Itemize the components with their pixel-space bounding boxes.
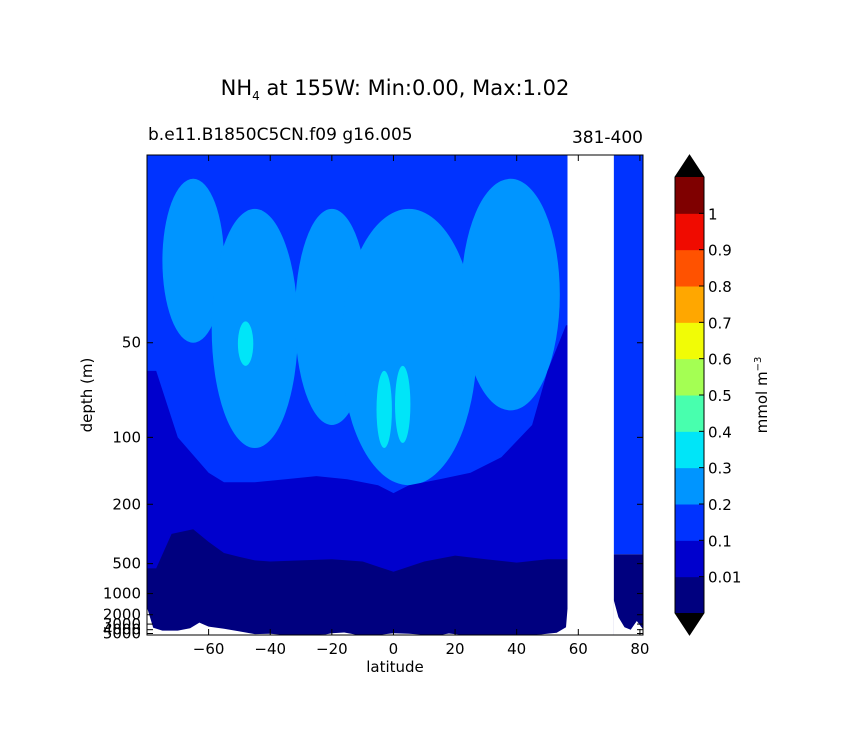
y-tick-label: 100	[112, 428, 141, 446]
y-tick-label: 500	[112, 555, 141, 573]
y-tick-label: 2000	[103, 606, 141, 624]
colorbar-tick-label: 0.3	[708, 460, 732, 478]
patch-0.3-5	[237, 321, 254, 366]
colorbar-segment	[675, 431, 704, 469]
patch-0.2-0	[162, 178, 225, 343]
subtitle-left: b.e11.B1850C5CN.f09 g16.005	[148, 125, 413, 145]
x-tick-label: 20	[446, 640, 465, 658]
subtitle-right: 381-400	[572, 128, 643, 148]
patch-0.2-1	[211, 208, 298, 448]
colorbar-segment	[675, 213, 704, 251]
x-axis: −60 −40 −20 0 20 40 60 80	[193, 155, 649, 658]
colorbar-segment	[675, 177, 704, 214]
colorbar-tick-label: 0.01	[708, 569, 741, 587]
colorbar-segment	[675, 286, 704, 323]
colorbar-extend-min	[675, 613, 704, 635]
colorbar-tick-label: 0.5	[708, 387, 732, 405]
colorbar-segment	[675, 467, 704, 505]
colorbar-tick-label: 1	[708, 205, 718, 223]
y-axis-label: depth (m)	[78, 358, 96, 433]
y-tick-label: 50	[122, 334, 141, 352]
colorbar-segment	[675, 358, 704, 396]
chart-title: NH4 at 155W: Min:0.00, Max:1.02	[220, 76, 570, 104]
colorbar-segment	[675, 576, 704, 614]
colorbar: 0.01 0.1 0.2 0.3 0.4 0.5 0.6 0.7 0.8 0.9 1	[674, 154, 741, 636]
colorbar-tick-label: 0.1	[708, 532, 732, 550]
x-tick-label: −40	[254, 640, 286, 658]
y-tick-label: 4000	[103, 621, 141, 639]
colorbar-segment	[675, 249, 704, 287]
x-tick-label: 0	[389, 640, 399, 658]
colorbar-tick-label: 0.2	[708, 496, 732, 514]
colorbar-label: mmol m−3	[753, 357, 771, 434]
colorbar-tick-label: 0.6	[708, 351, 732, 369]
patch-0.2-4	[461, 178, 560, 411]
east-seafloor-mask	[613, 599, 643, 635]
y-tick-label: 200	[112, 495, 141, 513]
x-tick-label: 80	[630, 640, 649, 658]
patch-0.3-7	[395, 365, 411, 443]
x-tick-label: −60	[193, 640, 225, 658]
colorbar-segment	[675, 540, 704, 578]
contour-plot	[147, 155, 643, 635]
colorbar-segment	[675, 395, 704, 432]
patch-0.3-6	[376, 370, 392, 448]
y-tick-label: 5000	[103, 624, 141, 642]
x-tick-label: 60	[569, 640, 588, 658]
plot-frame	[146, 154, 644, 636]
colorbar-tick-label: 0.9	[708, 242, 732, 260]
colorbar-tick-label: 0.7	[708, 314, 732, 332]
east-upper-band	[613, 155, 643, 555]
seafloor-mask	[147, 607, 568, 635]
colorbar-segment	[675, 504, 704, 541]
colorbar-segment	[675, 322, 704, 360]
band-below-0.01	[147, 529, 568, 635]
colorbar-tick-label: 0.8	[708, 278, 732, 296]
colorbar-extend-max	[675, 155, 704, 177]
x-axis-label: latitude	[366, 658, 424, 676]
y-tick-label: 3000	[103, 615, 141, 633]
colorbar-outline	[674, 154, 705, 636]
land-gap	[567, 155, 614, 635]
y-tick-label: 1000	[103, 585, 141, 603]
x-tick-label: −20	[316, 640, 348, 658]
x-tick-label: 40	[507, 640, 526, 658]
colorbar-tick-label: 0.4	[708, 423, 732, 441]
patch-0.2-3	[341, 208, 477, 486]
